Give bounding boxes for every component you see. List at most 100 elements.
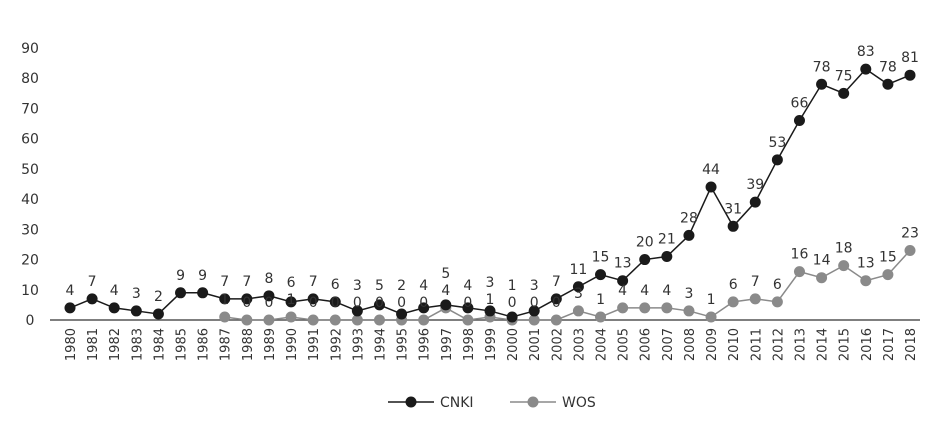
data-point-wos [418, 314, 430, 326]
data-point-cnki [882, 78, 894, 90]
x-tick-label: 1987 [219, 328, 234, 361]
data-label-cnki: 39 [746, 177, 764, 193]
x-tick-label: 2008 [683, 328, 698, 361]
data-point-cnki [639, 254, 651, 266]
data-label-cnki: 66 [791, 96, 809, 112]
y-tick-label: 10 [21, 283, 39, 299]
data-label-wos: 0 [552, 295, 561, 311]
data-point-wos [307, 314, 319, 326]
data-label-cnki: 7 [220, 274, 229, 290]
data-point-wos [241, 314, 253, 326]
data-label-wos: 1 [220, 292, 229, 308]
data-label-wos: 4 [441, 283, 450, 299]
data-label-cnki: 4 [463, 278, 472, 294]
data-label-wos: 0 [397, 295, 406, 311]
data-label-wos: 1 [287, 292, 296, 308]
data-point-cnki [307, 293, 319, 305]
data-label-wos: 0 [463, 295, 472, 311]
data-point-cnki [152, 308, 164, 320]
data-label-wos: 0 [331, 295, 340, 311]
data-label-cnki: 81 [901, 50, 919, 66]
y-tick-label: 40 [21, 192, 39, 208]
data-label-cnki: 31 [724, 201, 742, 217]
data-label-cnki: 2 [397, 278, 406, 294]
data-point-wos [904, 244, 916, 256]
x-tick-label: 2013 [793, 328, 808, 361]
data-point-wos [860, 275, 872, 287]
data-point-cnki [528, 305, 540, 317]
data-label-cnki: 5 [441, 266, 450, 282]
data-label-wos: 4 [662, 283, 671, 299]
data-point-wos [550, 314, 562, 326]
data-point-wos [882, 269, 894, 281]
data-point-cnki [506, 311, 518, 323]
x-tick-label: 1984 [152, 328, 167, 361]
x-tick-label: 2000 [506, 328, 521, 361]
y-tick-label: 60 [21, 132, 39, 148]
data-label-cnki: 44 [702, 162, 720, 178]
data-label-wos: 3 [684, 286, 693, 302]
data-point-cnki [263, 290, 275, 302]
data-point-cnki [749, 196, 761, 208]
data-point-cnki [904, 69, 916, 81]
x-tick-label: 1998 [462, 328, 477, 361]
x-tick-label: 1988 [241, 328, 256, 361]
x-tick-label: 1999 [484, 328, 499, 361]
y-tick-label: 90 [21, 41, 39, 57]
data-point-cnki [683, 229, 695, 241]
data-point-cnki [771, 154, 783, 166]
data-point-cnki [572, 281, 584, 293]
data-point-cnki [860, 63, 872, 75]
data-point-wos [771, 296, 783, 308]
data-point-cnki [64, 302, 76, 314]
data-point-cnki [108, 302, 120, 314]
y-tick-label: 0 [26, 313, 35, 329]
data-point-cnki [130, 305, 142, 317]
data-point-cnki [727, 220, 739, 232]
data-label-wos: 0 [309, 295, 318, 311]
y-tick-label: 50 [21, 162, 39, 178]
data-label-wos: 0 [264, 295, 273, 311]
data-point-wos [219, 311, 231, 323]
x-tick-label: 1994 [373, 328, 388, 361]
x-tick-label: 2014 [816, 328, 831, 361]
data-point-wos [727, 296, 739, 308]
x-tick-label: 1981 [86, 328, 101, 361]
data-label-wos: 1 [486, 292, 495, 308]
data-label-cnki: 7 [242, 274, 251, 290]
data-label-cnki: 21 [658, 232, 676, 248]
data-label-cnki: 9 [198, 268, 207, 284]
y-tick-label: 30 [21, 222, 39, 238]
x-tick-label: 2006 [639, 328, 654, 361]
x-tick-label: 2016 [860, 328, 875, 361]
data-point-cnki [440, 299, 452, 311]
data-point-wos [617, 302, 629, 314]
data-point-wos [705, 311, 717, 323]
data-label-cnki: 6 [287, 275, 296, 291]
data-label-cnki: 7 [552, 274, 561, 290]
data-label-cnki: 3 [530, 278, 539, 294]
data-point-wos [749, 293, 761, 305]
data-point-cnki [617, 275, 629, 287]
data-label-wos: 23 [901, 225, 919, 241]
data-label-wos: 1 [707, 292, 716, 308]
data-label-wos: 0 [419, 295, 428, 311]
x-tick-label: 1985 [175, 328, 190, 361]
data-point-wos [572, 305, 584, 317]
data-point-cnki [816, 78, 828, 90]
legend-marker-wos [527, 396, 539, 408]
data-label-cnki: 3 [486, 275, 495, 291]
x-tick-label: 2001 [528, 328, 543, 361]
data-point-wos [683, 305, 695, 317]
data-label-cnki: 6 [331, 277, 340, 293]
data-label-wos: 0 [508, 295, 517, 311]
x-tick-label: 2012 [771, 328, 786, 361]
data-label-wos: 4 [618, 283, 627, 299]
x-tick-label: 2015 [838, 328, 853, 361]
data-label-cnki: 4 [419, 278, 428, 294]
x-tick-label: 1993 [351, 328, 366, 361]
data-label-wos: 3 [574, 286, 583, 302]
data-label-cnki: 7 [309, 274, 318, 290]
